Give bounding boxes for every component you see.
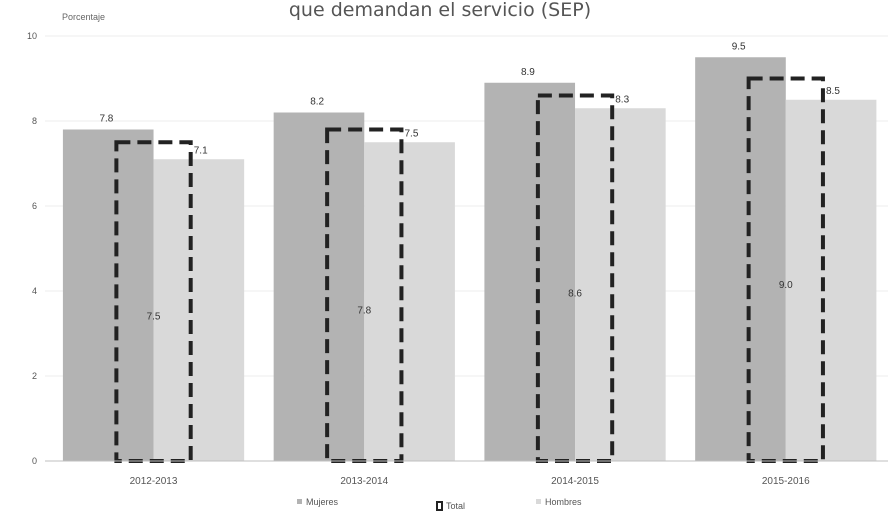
y-tick-label: 4 (32, 286, 37, 296)
x-category-label: 2013-2014 (340, 476, 388, 487)
y-tick-label: 10 (27, 31, 37, 41)
x-category-label: 2012-2013 (130, 476, 178, 487)
data-label-hombres: 8.3 (615, 94, 629, 105)
bar-hombres (153, 159, 245, 461)
y-tick-label: 8 (32, 116, 37, 126)
bar-mujeres (273, 112, 365, 461)
legend-swatch-total (436, 501, 443, 511)
legend-label: Hombres (545, 497, 582, 507)
data-label-mujeres: 9.5 (732, 41, 746, 52)
bars: 7.8 7.1 7.5 8.2 7.5 7.8 8.9 8.3 8.6 9.5 8.5 9.0 (62, 41, 877, 463)
legend-label: Total (446, 501, 465, 511)
x-category-label: 2015-2016 (762, 476, 810, 487)
data-label-hombres: 7.1 (194, 145, 208, 156)
y-tick-label: 0 (32, 456, 37, 466)
y-axis-ticks: 0 2 4 6 8 10 (27, 31, 37, 466)
y-axis-label: Porcentaje (62, 12, 105, 22)
chart-title: que demandan el servicio (SEP) (289, 0, 591, 21)
data-label-total: 8.6 (568, 288, 582, 299)
data-label-total: 7.8 (357, 305, 371, 316)
x-category-label: 2014-2015 (551, 476, 599, 487)
data-label-hombres: 8.5 (826, 86, 840, 97)
bar-mujeres (62, 129, 154, 461)
y-tick-label: 6 (32, 201, 37, 211)
data-label-mujeres: 8.2 (310, 97, 324, 108)
bar-hombres (364, 142, 455, 461)
bar-mujeres (484, 82, 576, 461)
bar-hombres (785, 99, 877, 461)
legend: Mujeres Total Hombres (297, 497, 582, 511)
legend-label: Mujeres (306, 497, 339, 507)
total-outline (535, 93, 615, 463)
data-label-total: 9.0 (779, 280, 793, 291)
x-axis-categories: 2012-2013 2013-2014 2014-2015 2015-2016 (130, 476, 811, 487)
legend-swatch (536, 499, 541, 504)
bar-hombres (575, 108, 666, 461)
bar-mujeres (695, 57, 786, 461)
legend-swatch (297, 499, 302, 504)
y-tick-label: 2 (32, 371, 37, 381)
data-label-mujeres: 7.8 (99, 114, 113, 125)
data-label-mujeres: 8.9 (521, 67, 535, 78)
data-label-total: 7.5 (147, 312, 161, 323)
data-label-hombres: 7.5 (404, 128, 418, 139)
